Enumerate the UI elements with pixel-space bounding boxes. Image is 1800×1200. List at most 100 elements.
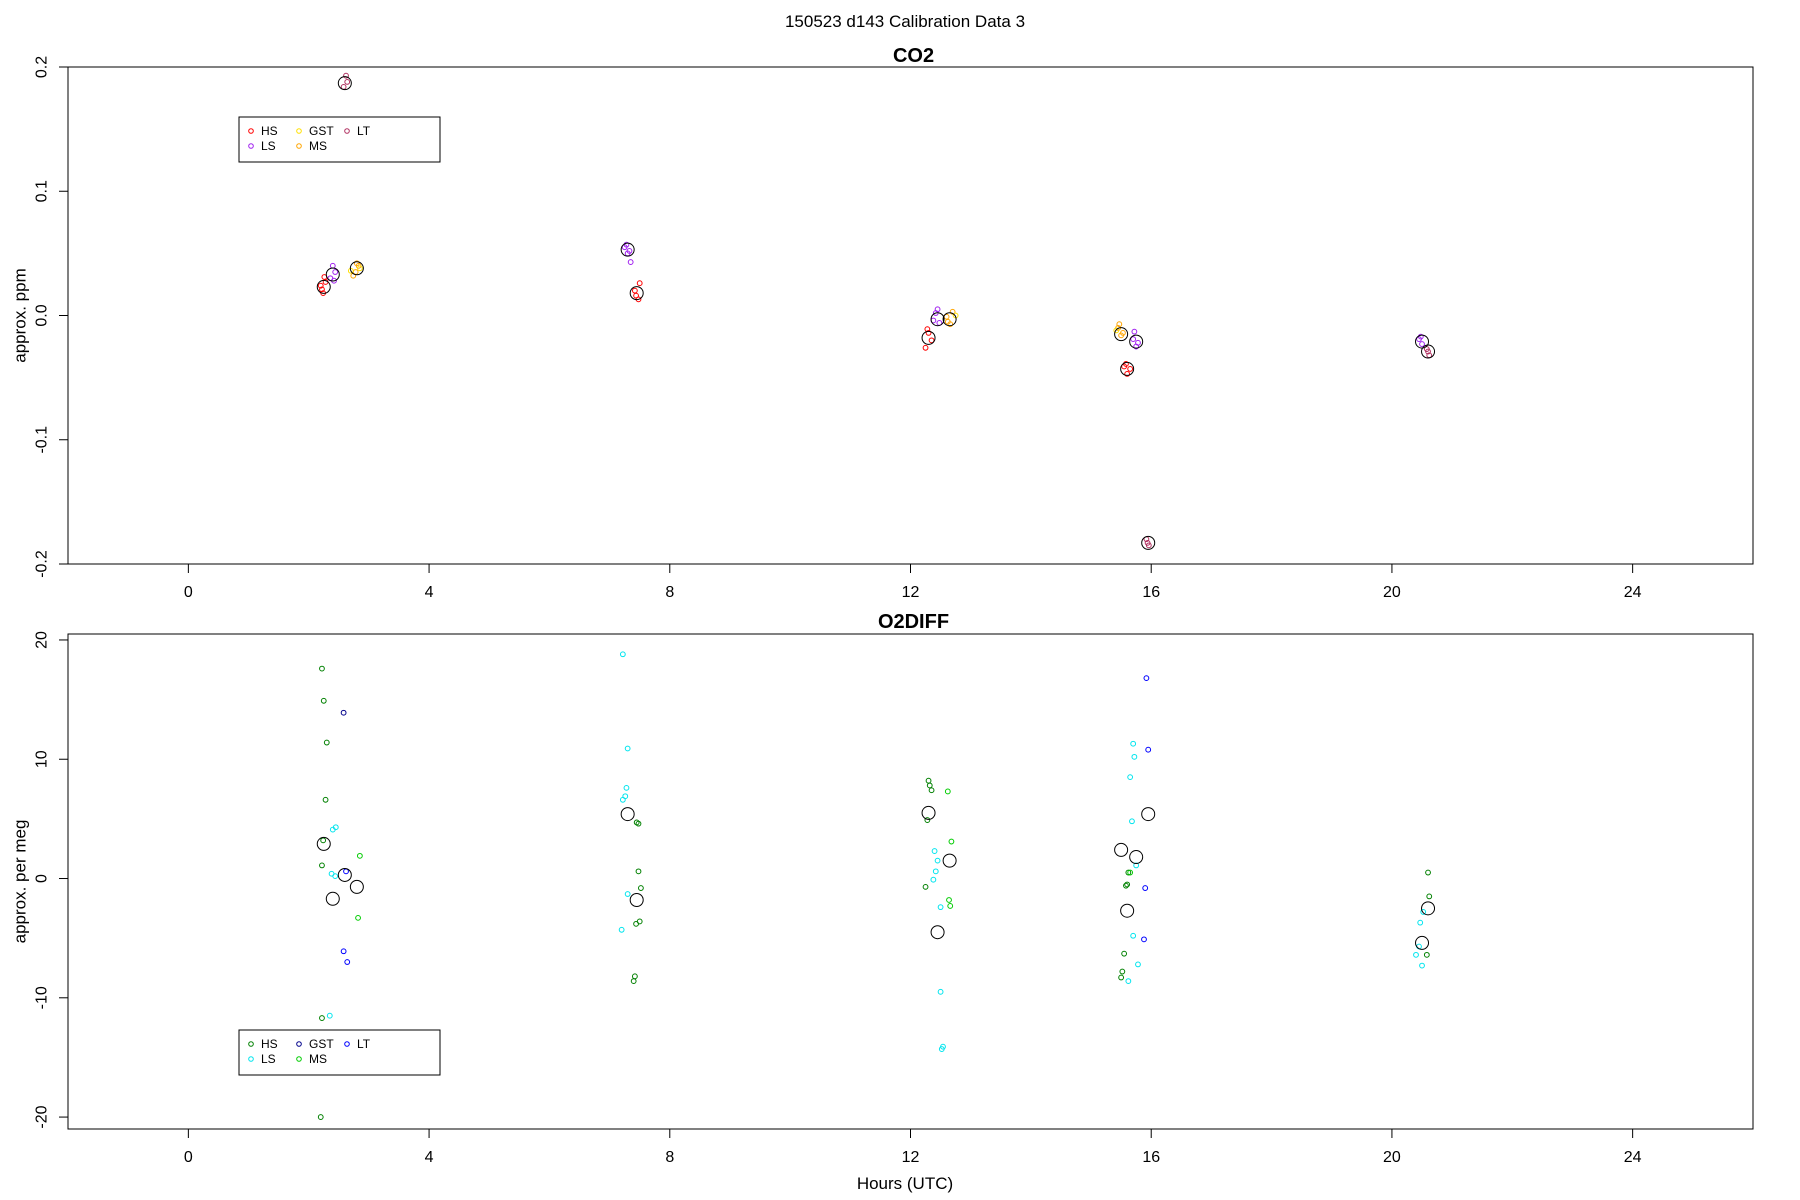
o2diff-point-hs: [1423, 951, 1430, 958]
o2diff-point-ls: [1125, 978, 1132, 984]
o2diff-point-hs: [1425, 869, 1431, 876]
o2diff-point-ls: [619, 651, 626, 658]
o2diff-point-hs: [630, 978, 637, 984]
o2diff-point-hs: [1118, 974, 1125, 981]
co2-mean-marker: [325, 267, 340, 282]
o2diff-point-hs: [1124, 881, 1131, 888]
o2diff-y-axis-label: approx. per meg: [11, 820, 30, 944]
co2-point-hs: [928, 337, 935, 344]
o2diff-point-ls: [1130, 932, 1137, 939]
o2diff-legend-marker-ms: [296, 1056, 302, 1062]
o2diff-legend-marker-hs: [248, 1041, 254, 1047]
co2-point-hs: [925, 329, 932, 336]
co2-point-hs: [922, 344, 929, 351]
o2diff-mean-marker: [1421, 901, 1436, 916]
co2-legend-box: [238, 116, 441, 163]
o2diff-mean-marker: [349, 879, 364, 894]
o2diff-point-ms: [947, 903, 954, 909]
o2diff-point-ls: [1135, 961, 1141, 968]
co2-point-ms: [1120, 329, 1126, 336]
o2diff-legend-box: [238, 1029, 441, 1076]
o2diff-point-ls: [940, 1043, 946, 1050]
co2-mean-marker: [1120, 361, 1135, 376]
o2diff-mean-marker: [325, 891, 340, 906]
o2diff-point-lt: [343, 868, 349, 875]
co2-series-hs: [317, 274, 1134, 377]
o2diff-point-lt: [1145, 746, 1152, 753]
figure-title: 150523 d143 Calibration Data 3: [785, 12, 1025, 31]
o2diff-x-tick-label: 20: [1383, 1149, 1401, 1166]
co2-x-tick-label: 20: [1383, 584, 1401, 601]
o2diff-mean-marker: [1120, 903, 1135, 918]
co2-y-tick-label: 0.0: [34, 304, 51, 326]
o2diff-point-lt: [1141, 936, 1147, 943]
co2-series-ls: [327, 241, 1425, 350]
co2-mean-marker: [349, 261, 364, 276]
o2diff-legend-label-lt: LT: [357, 1037, 371, 1051]
o2diff-point-ls: [932, 868, 939, 875]
co2-mean-marker: [629, 286, 644, 301]
co2-mean-marker: [921, 330, 936, 345]
co2-point-ls: [1419, 341, 1425, 347]
o2diff-point-ls: [1419, 962, 1425, 969]
co2-point-ls: [332, 269, 339, 275]
co2-series-ms: [350, 260, 1126, 339]
o2diff-mean-marker: [942, 853, 957, 868]
o2diff-point-hs: [1125, 869, 1132, 876]
o2diff-x-tick-label: 8: [665, 1149, 674, 1166]
co2-series-lt: [340, 72, 1433, 549]
o2diff-point-ls: [1130, 740, 1137, 747]
o2diff-legend-label-ms: MS: [309, 1052, 327, 1066]
o2diff-point-ls: [1133, 862, 1140, 869]
o2diff-point-ls: [1129, 818, 1135, 825]
co2-mean-marker: [337, 76, 352, 91]
o2diff-point-hs: [635, 868, 642, 875]
co2-means: [316, 76, 1436, 550]
o2diff-point-ls: [619, 796, 626, 803]
co2-point-lt: [1144, 539, 1151, 546]
co2-legend-label-lt: LT: [357, 124, 371, 138]
o2diff-point-hs: [924, 817, 931, 823]
o2diff-legend-label-gst: GST: [309, 1037, 334, 1051]
o2diff-mean-marker: [629, 892, 644, 907]
o2diff-series-gst: [340, 709, 347, 716]
o2diff-x-tick-label: 0: [184, 1149, 193, 1166]
o2diff-series-ls: [326, 651, 1427, 1052]
co2-legend-label-hs: HS: [261, 124, 278, 138]
co2-y-tick-label: -0.2: [34, 550, 51, 578]
o2diff-mean-marker: [316, 836, 331, 851]
o2diff-series-ms: [355, 788, 1134, 921]
co2-x-tick-label: 4: [425, 584, 434, 601]
o2diff-point-ls: [930, 876, 937, 883]
o2diff-y-tick-label: 10: [34, 750, 51, 768]
co2-point-lt: [343, 72, 349, 79]
co2-x-tick-label: 0: [184, 584, 193, 601]
o2diff-point-ls: [624, 891, 631, 897]
o2diff-point-ls: [1413, 951, 1419, 958]
o2diff-x-tick-label: 4: [425, 1149, 434, 1166]
co2-point-hs: [633, 292, 639, 299]
o2diff-point-lt: [1142, 885, 1149, 891]
co2-point-hs: [1124, 370, 1131, 377]
o2diff-mean-marker: [1141, 807, 1156, 822]
o2diff-series-lt: [340, 675, 1152, 965]
co2-point-gst: [1113, 327, 1120, 334]
o2diff-point-hs: [319, 862, 325, 869]
co2-point-lt: [344, 79, 351, 85]
o2diff-point-ms: [946, 897, 952, 903]
o2diff-mean-marker: [921, 805, 936, 820]
co2-legend-label-gst: GST: [309, 124, 334, 138]
o2diff-series-hs: [317, 665, 1433, 1120]
co2-mean-marker: [1129, 334, 1144, 349]
co2-legend-marker-hs: [248, 128, 254, 134]
o2diff-point-hs: [631, 973, 638, 980]
x-axis-label: Hours (UTC): [857, 1174, 953, 1193]
co2-legend-marker-ls: [248, 143, 254, 149]
co2-point-gst: [356, 265, 363, 272]
co2-mean-marker: [1141, 535, 1156, 550]
o2diff-y-tick-label: -20: [34, 1105, 51, 1128]
o2diff-title: O2DIFF: [878, 611, 949, 633]
o2diff-mean-marker: [930, 925, 945, 940]
co2-legend-marker-gst: [296, 128, 302, 134]
o2diff-mean-marker: [1114, 842, 1129, 857]
